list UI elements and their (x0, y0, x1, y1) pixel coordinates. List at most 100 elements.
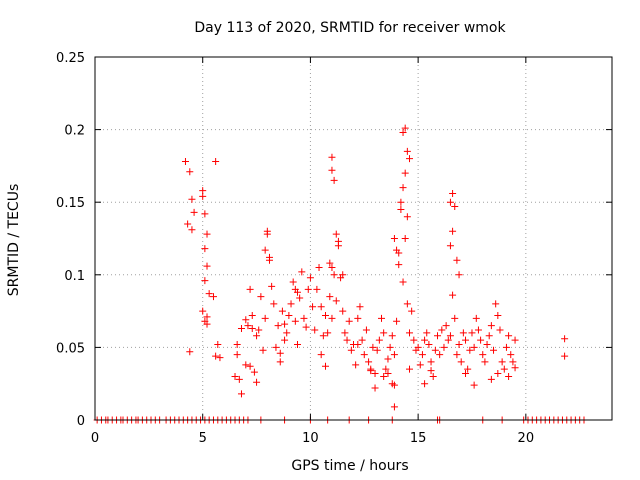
data-point (339, 307, 347, 315)
data-point (474, 326, 482, 334)
data-point (462, 336, 470, 344)
data-point (440, 343, 448, 351)
data-point (184, 220, 192, 228)
data-point (431, 346, 439, 354)
y-tick-label: 0.25 (56, 51, 85, 66)
data-point (371, 370, 379, 378)
data-point (304, 285, 312, 293)
data-point (347, 346, 355, 354)
data-point (451, 203, 459, 211)
data-point (339, 271, 347, 279)
y-tick-label: 0.2 (64, 124, 85, 139)
data-point (472, 314, 480, 322)
data-point (470, 343, 478, 351)
data-point (186, 348, 194, 356)
data-point (298, 268, 306, 276)
data-point (401, 124, 409, 132)
y-axis-label: SRMTID / TECUs (6, 184, 22, 297)
data-point (399, 129, 407, 137)
data-point (494, 311, 502, 319)
data-point (354, 340, 362, 348)
data-point (201, 277, 209, 285)
data-point (248, 311, 256, 319)
data-point (434, 332, 442, 340)
data-point (205, 290, 213, 298)
data-point (332, 230, 340, 238)
data-point (492, 300, 500, 308)
data-point (494, 370, 502, 378)
data-point (414, 343, 422, 351)
data-point (341, 329, 349, 337)
data-point (390, 403, 398, 411)
data-points (93, 124, 588, 424)
x-axis-label: GPS time / hours (291, 458, 408, 474)
data-point (358, 336, 366, 344)
data-point (449, 291, 457, 299)
data-point (444, 336, 452, 344)
data-point (384, 370, 392, 378)
data-point (455, 271, 463, 279)
data-point (425, 340, 433, 348)
data-point (561, 352, 569, 360)
data-point (216, 354, 224, 362)
data-point (388, 332, 396, 340)
data-point (203, 313, 211, 321)
data-point (328, 314, 336, 322)
data-point (253, 378, 261, 386)
data-point (382, 365, 390, 373)
data-point (457, 358, 465, 366)
data-point (324, 329, 332, 337)
data-point (399, 184, 407, 192)
data-point (393, 246, 401, 254)
data-point (285, 311, 293, 319)
data-point (487, 322, 495, 330)
data-point (390, 381, 398, 389)
data-point (291, 317, 299, 325)
data-point (449, 189, 457, 197)
data-point (496, 326, 504, 334)
data-point (274, 322, 282, 330)
data-point (375, 336, 383, 344)
data-point (511, 364, 519, 372)
data-point (328, 153, 336, 161)
data-point (397, 198, 405, 206)
data-point (369, 343, 377, 351)
data-point (356, 303, 364, 311)
data-point (293, 340, 301, 348)
data-point (315, 264, 323, 272)
data-point (201, 210, 209, 218)
data-point (242, 316, 250, 324)
data-point (330, 271, 338, 279)
data-point (453, 256, 461, 264)
data-point (328, 264, 336, 272)
data-point (446, 198, 454, 206)
data-point (212, 158, 220, 166)
data-point (464, 365, 472, 373)
data-point (505, 332, 513, 340)
data-point (507, 351, 515, 359)
data-point (276, 358, 284, 366)
data-point (237, 325, 245, 333)
data-point (278, 307, 286, 315)
data-point (244, 322, 252, 330)
data-point (459, 329, 467, 337)
data-point (481, 358, 489, 366)
data-point (401, 169, 409, 177)
data-point (466, 346, 474, 354)
data-point (283, 329, 291, 337)
data-point (442, 322, 450, 330)
y-tick-label: 0 (77, 414, 85, 429)
data-point (259, 346, 267, 354)
data-point (487, 375, 495, 383)
data-point (410, 336, 418, 344)
data-point (483, 340, 491, 348)
data-point (253, 332, 261, 340)
y-tick-label: 0.15 (56, 196, 85, 211)
data-point (302, 323, 310, 331)
data-point (436, 351, 444, 359)
data-point (287, 300, 295, 308)
data-point (190, 208, 198, 216)
data-point (319, 332, 327, 340)
data-point (242, 361, 250, 369)
data-point (212, 352, 220, 360)
